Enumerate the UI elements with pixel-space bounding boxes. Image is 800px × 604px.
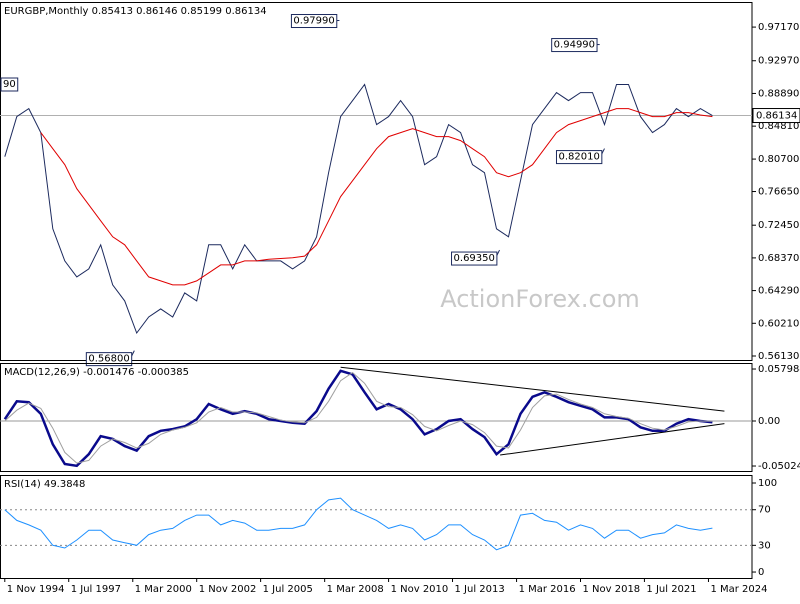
annotation-box (555, 150, 603, 165)
trendline (340, 366, 725, 412)
y-tick-label: 0.76650 (758, 187, 799, 198)
trendline (500, 423, 725, 456)
annotation-label: 0.69350 (454, 253, 495, 264)
series-line (4, 497, 713, 551)
annotation-box (451, 251, 498, 266)
last-price-box (752, 108, 800, 124)
y-tick-label: 0.84810 (758, 121, 799, 132)
annotation-box (0, 77, 19, 92)
annotation-label: 90 (3, 79, 16, 90)
y-tick-label: 0.92970 (758, 56, 799, 67)
annotation-box (85, 352, 133, 367)
panel-title: RSI(14) 49.3848 (4, 479, 85, 490)
annotation-label: 0.97990 (293, 16, 334, 27)
y-tick-label: 30 (758, 540, 771, 551)
y-tick-label: 0.97170 (758, 22, 799, 33)
x-tick-label: 1 Mar 2000 (135, 584, 192, 595)
y-tick-label: 100 (758, 478, 777, 489)
x-tick-label: 1 Mar 2008 (327, 584, 384, 595)
y-tick-label: 0.64290 (758, 286, 799, 297)
y-tick-label: -0.050241 (758, 461, 800, 472)
series-line (40, 108, 713, 286)
y-tick-label: 0.68370 (758, 253, 799, 264)
last-price-label: 0.86134 (756, 111, 797, 122)
annotation-label: 0.56800 (88, 354, 129, 365)
y-tick-label: 0.80700 (758, 154, 799, 165)
x-tick-label: 1 Nov 1994 (7, 584, 65, 595)
panel-title: MACD(12,26,9) -0.001476 -0.000385 (4, 367, 189, 378)
x-tick-label: 1 Mar 2016 (519, 584, 576, 595)
series-line (4, 83, 713, 335)
y-tick-label: 0.60210 (758, 318, 799, 329)
annotation-box (551, 38, 598, 53)
x-tick-label: 1 Jul 2005 (263, 584, 313, 595)
y-tick-label: 0.057984 (758, 364, 800, 375)
panel-frame (0, 475, 753, 579)
x-tick-label: 1 Mar 2024 (710, 584, 767, 595)
panel-title: EURGBP,Monthly 0.85413 0.86146 0.85199 0… (4, 6, 267, 17)
annotation-box (290, 14, 338, 29)
panel-frame (0, 363, 753, 472)
panel-frame (0, 2, 753, 361)
x-tick-label: 1 Jul 2013 (455, 584, 505, 595)
y-tick-label: 0 (758, 567, 764, 578)
x-tick-label: 1 Nov 2018 (582, 584, 640, 595)
x-tick-label: 1 Nov 2002 (199, 584, 257, 595)
annotation-label: 0.94990 (554, 40, 595, 51)
watermark: ActionForex.com (440, 285, 640, 313)
series-line (4, 371, 713, 464)
annotation-label: 0.82010 (558, 152, 599, 163)
series-line (3, 369, 713, 468)
y-tick-label: 0.56130 (758, 351, 799, 362)
y-tick-label: 0.88890 (758, 88, 799, 99)
y-tick-label: 0.72450 (758, 220, 799, 231)
x-tick-label: 1 Jul 1997 (71, 584, 121, 595)
x-tick-label: 1 Jul 2021 (646, 584, 696, 595)
y-tick-label: 0.00 (758, 416, 780, 427)
y-tick-label: 70 (758, 505, 771, 516)
x-tick-label: 1 Nov 2010 (391, 584, 449, 595)
